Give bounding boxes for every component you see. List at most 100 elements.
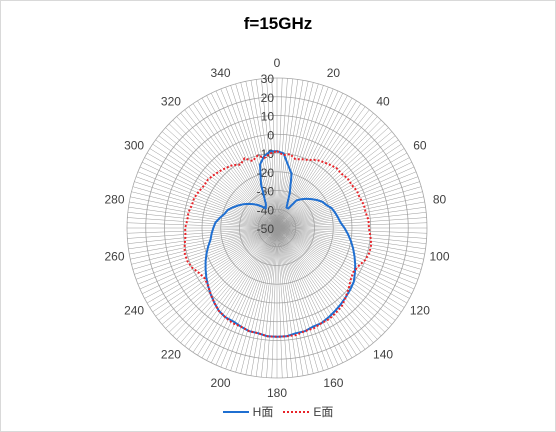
grid-spoke	[276, 227, 427, 234]
grid-spoke	[250, 227, 278, 376]
grid-spoke	[129, 201, 278, 229]
legend: H面 E面	[1, 403, 555, 420]
grid-spoke	[276, 227, 309, 375]
grid-spoke	[276, 123, 386, 229]
grid-spoke	[276, 227, 343, 363]
angle-tick-label: 200	[211, 376, 231, 390]
grid-spoke	[230, 227, 278, 371]
grid-spoke	[225, 86, 278, 229]
grid-spoke	[276, 181, 420, 229]
grid-spoke	[276, 166, 415, 229]
grid-spoke	[276, 157, 410, 229]
angle-tick-label: 320	[161, 95, 181, 109]
grid-spoke	[129, 227, 278, 255]
grid-spoke	[276, 227, 405, 308]
grid-spoke	[139, 227, 278, 290]
grid-spoke	[127, 227, 278, 244]
grid-spoke	[192, 227, 278, 353]
grid-spoke	[144, 157, 278, 229]
grid-spoke	[250, 80, 278, 229]
angle-tick-label: 280	[104, 192, 124, 206]
grid-spoke	[276, 85, 324, 229]
grid-spoke	[276, 81, 309, 229]
grid-spoke	[276, 227, 366, 350]
radial-tick-label: -50	[257, 222, 275, 236]
grid-spoke	[276, 106, 366, 229]
grid-spoke	[276, 227, 319, 373]
grid-spoke	[130, 227, 278, 260]
grid-spoke	[276, 127, 389, 229]
angle-tick-label: 260	[104, 250, 124, 264]
angle-tick-label: 0	[274, 56, 281, 70]
grid-spoke	[276, 86, 329, 229]
grid-spoke	[276, 227, 299, 377]
grid-spoke	[276, 227, 408, 304]
angle-tick-label: 120	[410, 304, 430, 318]
grid-spoke	[188, 227, 278, 350]
legend-item-h: H面	[222, 403, 273, 420]
grid-spoke	[276, 227, 362, 353]
grid-spoke	[276, 131, 393, 229]
grid-spoke	[276, 227, 412, 294]
grid-spoke	[146, 227, 278, 304]
grid-spoke	[276, 171, 417, 229]
grid-spoke	[158, 227, 278, 321]
grid-spoke	[276, 227, 353, 359]
grid-spoke	[180, 227, 278, 344]
radial-tick-label: 10	[261, 110, 275, 124]
grid-spoke	[276, 227, 357, 356]
grid-spoke	[276, 78, 293, 229]
grid-spoke	[152, 227, 278, 313]
grid-spoke	[172, 119, 278, 229]
angle-tick-label: 340	[211, 66, 231, 80]
grid-spoke	[276, 227, 374, 344]
grid-spoke	[276, 191, 423, 229]
grid-spoke	[276, 227, 427, 239]
grid-spoke	[276, 217, 427, 229]
grid-spoke	[276, 227, 419, 280]
grid-spoke	[276, 162, 412, 229]
grid-spoke	[245, 227, 278, 375]
angle-tick-label: 240	[124, 304, 144, 318]
grid-spoke	[127, 217, 278, 229]
grid-spoke	[276, 227, 288, 378]
grid-spoke	[276, 152, 408, 229]
grid-spoke	[245, 81, 278, 229]
grid-spoke	[276, 80, 304, 229]
grid-spoke	[276, 227, 389, 329]
grid-spoke	[276, 206, 426, 229]
grid-spoke	[135, 176, 278, 229]
grid-spoke	[276, 227, 314, 374]
grid-spoke	[127, 227, 278, 239]
grid-spoke	[180, 112, 278, 229]
grid-spoke	[276, 227, 370, 347]
grid-spoke	[137, 171, 278, 229]
angle-tick-label: 80	[433, 192, 447, 206]
legend-label-e: E面	[313, 405, 334, 419]
chart-title: f=15GHz	[243, 14, 313, 33]
grid-spoke	[165, 227, 278, 329]
grid-spoke	[134, 181, 278, 229]
grid-spoke	[128, 227, 278, 250]
grid-spoke	[276, 109, 370, 229]
grid-spoke	[266, 227, 278, 378]
grid-spoke	[206, 227, 278, 361]
grid-spoke	[276, 95, 348, 229]
grid-spoke	[276, 227, 426, 250]
grid-spoke	[276, 227, 423, 265]
grid-spoke	[131, 191, 278, 229]
grid-spoke	[276, 112, 374, 229]
grid-spoke	[165, 127, 278, 229]
grid-spoke	[155, 227, 278, 317]
grid-spoke	[146, 152, 278, 229]
grid-spoke	[276, 227, 304, 376]
grid-spoke	[149, 227, 278, 308]
grid-spoke	[276, 227, 427, 244]
grid-spoke	[276, 227, 386, 333]
grid-spoke	[276, 227, 402, 313]
angle-tick-label: 100	[429, 250, 449, 264]
grid-spoke	[276, 227, 324, 371]
grid-spoke	[158, 135, 278, 229]
radial-tick-label: 30	[261, 72, 275, 86]
grid-spoke	[276, 148, 405, 229]
